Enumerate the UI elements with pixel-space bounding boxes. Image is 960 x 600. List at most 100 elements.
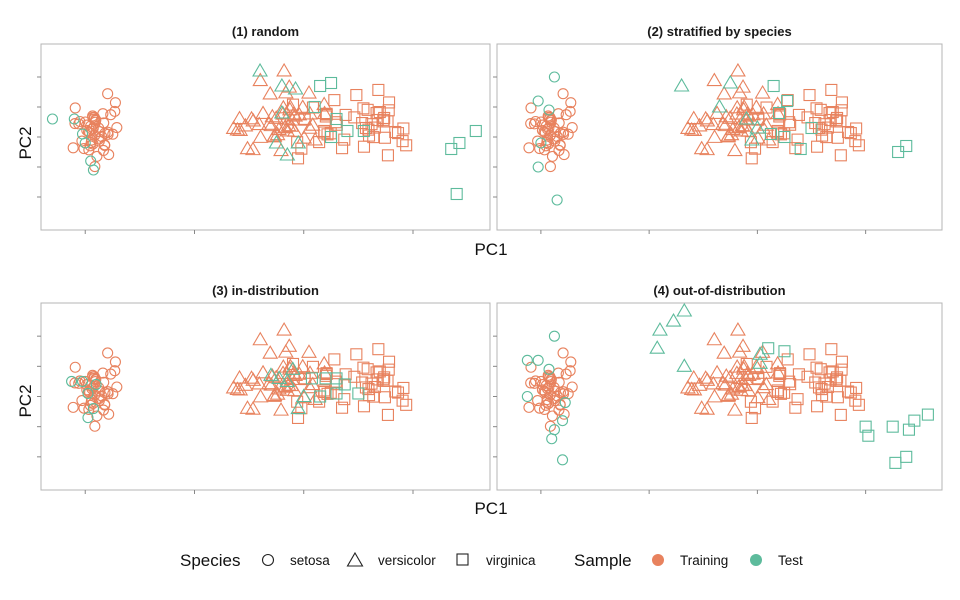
training-point xyxy=(107,388,119,400)
training-point xyxy=(281,338,298,352)
training-point xyxy=(370,366,383,379)
training-point xyxy=(783,116,796,129)
training-point xyxy=(536,124,548,136)
training-point xyxy=(268,369,285,384)
training-point xyxy=(538,403,551,416)
legend-species-virginica: virginica xyxy=(486,553,536,568)
training-point xyxy=(339,108,352,121)
training-point xyxy=(245,141,261,156)
training-point xyxy=(225,120,242,135)
test-point xyxy=(287,80,304,95)
training-point xyxy=(566,381,578,393)
test-point xyxy=(900,450,913,463)
axis-ticks xyxy=(493,335,867,494)
training-point xyxy=(396,135,409,148)
training-point xyxy=(239,140,256,155)
training-point xyxy=(378,391,391,404)
training-point xyxy=(67,142,79,154)
training-point xyxy=(357,102,370,115)
test-point xyxy=(46,113,59,125)
training-point xyxy=(78,143,90,155)
panel-title: (4) out-of-distribution xyxy=(653,283,785,298)
training-point xyxy=(726,142,743,157)
test-point xyxy=(548,71,560,83)
training-point xyxy=(731,378,748,393)
training-point xyxy=(301,344,317,358)
test-point xyxy=(279,373,296,387)
training-point xyxy=(814,363,827,376)
training-point xyxy=(273,402,289,416)
test-point xyxy=(546,433,558,445)
training-point xyxy=(717,117,734,132)
training-point xyxy=(237,377,254,391)
training-point xyxy=(525,361,537,373)
training-point xyxy=(245,401,261,415)
training-point xyxy=(109,97,121,109)
training-point xyxy=(69,117,81,130)
training-point xyxy=(731,118,748,133)
training-point xyxy=(744,136,757,149)
training-point xyxy=(328,94,341,107)
training-point xyxy=(816,389,829,402)
training-point xyxy=(553,144,565,157)
training-point xyxy=(378,131,391,144)
scatter-panel-2: (2) stratified by species xyxy=(493,24,943,234)
training-point xyxy=(93,133,105,145)
y-axis-label-top: PC2 xyxy=(16,126,35,159)
test-point xyxy=(548,330,560,342)
test-point xyxy=(543,104,555,116)
test-point xyxy=(357,124,370,138)
training-point xyxy=(231,110,248,125)
training-point xyxy=(722,110,739,124)
training-point xyxy=(102,88,114,100)
training-point xyxy=(830,113,843,126)
training-point xyxy=(225,379,242,394)
training-point xyxy=(830,373,843,386)
training-point xyxy=(348,111,361,124)
training-point xyxy=(111,381,123,393)
test-point xyxy=(532,95,544,107)
training-point xyxy=(679,120,696,135)
training-point xyxy=(546,410,558,422)
training-point xyxy=(744,395,757,408)
test-point xyxy=(450,187,463,201)
training-point xyxy=(367,390,380,403)
training-point xyxy=(84,127,96,139)
test-point xyxy=(673,77,690,92)
training-point xyxy=(699,372,716,386)
training-point xyxy=(546,150,558,162)
test-point xyxy=(341,124,354,138)
training-point xyxy=(301,84,317,99)
training-point xyxy=(523,142,535,154)
training-point xyxy=(844,386,857,399)
training-point xyxy=(834,149,847,162)
training-point xyxy=(367,131,380,144)
training-point xyxy=(748,142,762,155)
test-point xyxy=(82,412,94,424)
training-point xyxy=(545,116,557,128)
axis-ticks xyxy=(37,76,414,234)
training-point xyxy=(307,131,324,146)
training-point xyxy=(825,343,838,356)
training-point xyxy=(291,411,305,424)
training-point xyxy=(820,390,833,403)
training-point xyxy=(105,368,117,380)
training-point xyxy=(693,400,710,414)
training-point xyxy=(252,129,269,143)
training-point xyxy=(771,384,784,397)
legend-sample-training: Training xyxy=(680,553,728,568)
training-point xyxy=(553,404,565,416)
training-point xyxy=(534,402,546,414)
training-point xyxy=(735,79,752,93)
training-point xyxy=(298,372,311,385)
test-point xyxy=(521,354,533,366)
training-point xyxy=(686,122,703,136)
training-point xyxy=(277,344,294,358)
training-point xyxy=(263,376,280,391)
training-point xyxy=(564,105,576,117)
legend-species-title: Species xyxy=(180,551,240,570)
test-point xyxy=(271,370,288,384)
training-point xyxy=(237,117,254,132)
training-point xyxy=(803,348,816,361)
legend-sample-title: Sample xyxy=(574,551,632,570)
